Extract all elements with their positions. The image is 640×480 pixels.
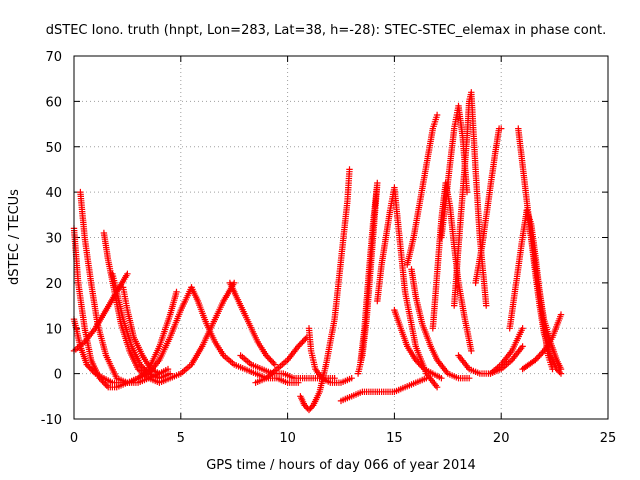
chart-title: dSTEC Iono. truth (hnpt, Lon=283, Lat=38… <box>46 23 606 38</box>
data-series <box>429 179 475 355</box>
x-axis-label: GPS time / hours of day 066 of year 2014 <box>206 458 476 473</box>
data-series <box>297 166 353 414</box>
data-series <box>305 325 355 386</box>
x-tick-label: 10 <box>279 431 296 446</box>
series-markers <box>109 270 174 382</box>
data-series <box>404 111 441 268</box>
x-tick-label: 20 <box>493 431 510 446</box>
data-series <box>519 311 565 373</box>
series-markers <box>337 375 430 405</box>
data-series <box>408 266 473 382</box>
data-series <box>337 375 430 405</box>
series-markers <box>404 111 441 268</box>
y-tick-label: 50 <box>45 141 62 156</box>
series-markers <box>374 184 441 391</box>
series-markers <box>438 102 471 241</box>
x-tick-label: 15 <box>386 431 403 446</box>
y-tick-label: 40 <box>45 186 62 201</box>
plot-frame <box>73 55 609 420</box>
data-series <box>109 270 174 382</box>
y-axis-label: dSTEC / TECUs <box>7 189 22 285</box>
data-series <box>252 334 310 386</box>
y-tick-label: 70 <box>45 50 62 65</box>
series-markers <box>119 284 163 377</box>
data-series <box>374 184 441 391</box>
series-markers <box>429 179 475 355</box>
data-series <box>391 306 445 382</box>
series-markers <box>188 284 302 386</box>
series-markers <box>252 334 310 386</box>
x-tick-label: 25 <box>600 431 617 446</box>
series-markers <box>487 325 526 377</box>
data-series <box>226 279 278 368</box>
series-markers <box>297 166 353 414</box>
series-markers <box>523 207 565 373</box>
series-markers <box>226 279 278 368</box>
data-series <box>487 325 526 377</box>
data-series <box>354 179 381 377</box>
data-series <box>472 125 505 287</box>
y-tick-label: 20 <box>45 277 62 292</box>
data-points <box>70 89 565 414</box>
data-series <box>523 207 565 373</box>
x-tick-label: 0 <box>70 431 78 446</box>
data-series <box>438 102 471 241</box>
series-markers <box>354 179 381 377</box>
series-markers <box>305 325 355 386</box>
y-tick-label: -10 <box>41 413 62 428</box>
y-tick-label: 10 <box>45 322 62 337</box>
y-tick-label: 60 <box>45 95 62 110</box>
data-series <box>188 284 302 386</box>
series-markers <box>408 266 473 382</box>
x-tick-label: 5 <box>177 431 185 446</box>
y-tick-label: 0 <box>54 368 62 383</box>
series-markers <box>519 311 565 373</box>
y-tick-label: 30 <box>45 232 62 247</box>
series-markers <box>472 125 505 287</box>
data-series <box>119 284 163 377</box>
